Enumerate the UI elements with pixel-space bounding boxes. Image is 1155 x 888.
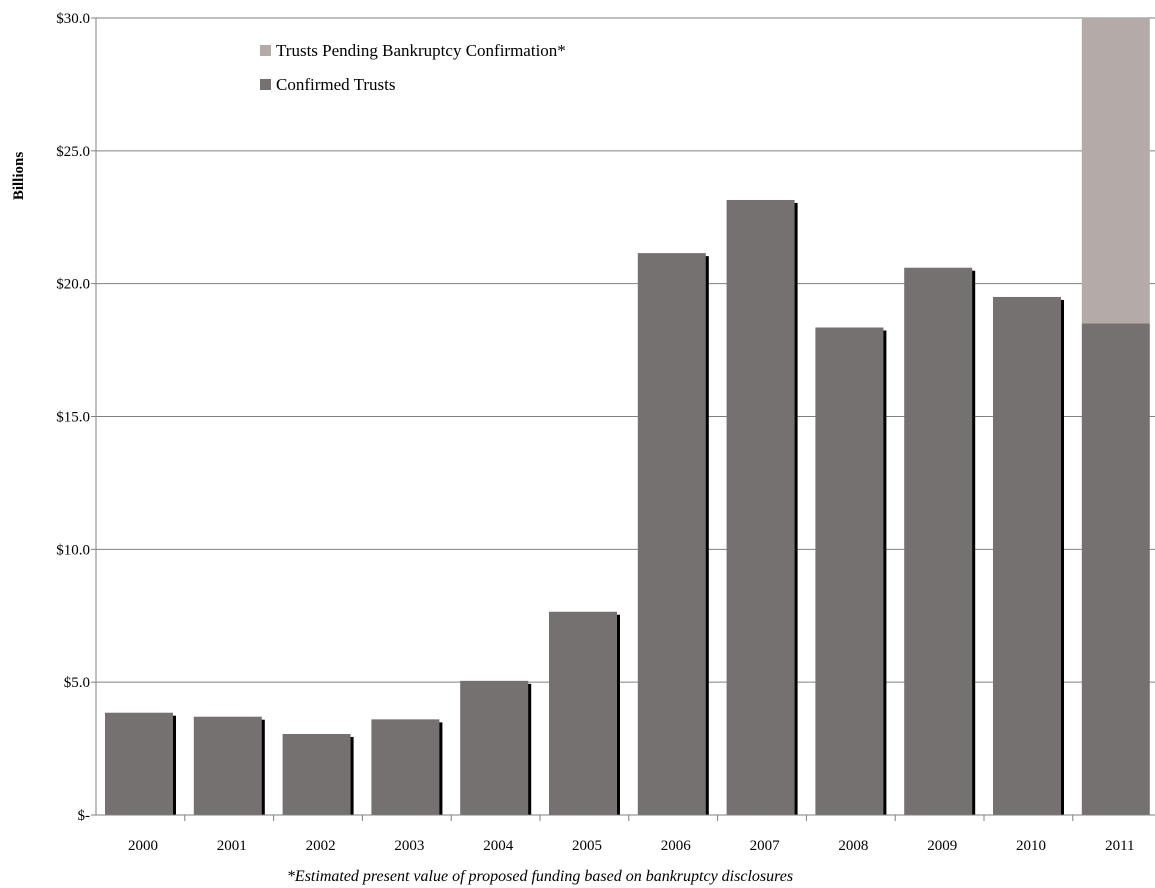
x-tick-label: 2008 bbox=[838, 838, 868, 854]
bar-confirmed-2000 bbox=[105, 712, 173, 815]
bar-confirmed-2009 bbox=[904, 267, 973, 815]
y-tick-label: $- bbox=[78, 808, 91, 824]
bar-confirmed-2010 bbox=[993, 296, 1061, 815]
legend-label: Confirmed Trusts bbox=[276, 75, 396, 94]
bar-confirmed-2003 bbox=[371, 719, 440, 815]
legend: Trusts Pending Bankruptcy Confirmation* C… bbox=[260, 41, 566, 94]
x-tick-label: 2009 bbox=[927, 838, 957, 854]
x-tick-label: 2010 bbox=[1016, 838, 1046, 854]
legend-label: Trusts Pending Bankruptcy Confirmation* bbox=[276, 41, 566, 60]
legend-swatch bbox=[260, 79, 271, 90]
x-tick-label: 2000 bbox=[128, 838, 158, 854]
bar-confirmed-2005 bbox=[549, 611, 617, 815]
x-tick-label: 2002 bbox=[306, 838, 336, 854]
x-tick-label: 2011 bbox=[1105, 838, 1134, 854]
footnote: *Estimated present value of proposed fun… bbox=[287, 868, 793, 885]
bar-confirmed-2004 bbox=[460, 680, 529, 815]
x-tick-label: 2003 bbox=[394, 838, 424, 854]
y-tick-label: $30.0 bbox=[56, 11, 90, 27]
bar-confirmed-2011 bbox=[1081, 323, 1150, 815]
x-tick-label: 2004 bbox=[483, 838, 514, 854]
bar-confirmed-2008 bbox=[815, 327, 884, 815]
y-tick-label: $15.0 bbox=[56, 410, 90, 426]
y-tick-label: $20.0 bbox=[56, 277, 90, 293]
bar-confirmed-2007 bbox=[726, 199, 795, 815]
bar-confirmed-2002 bbox=[282, 733, 351, 815]
x-tick-label: 2007 bbox=[750, 838, 781, 854]
x-tick-label: 2005 bbox=[572, 838, 602, 854]
bars bbox=[105, 18, 1150, 816]
bar-pending-2011 bbox=[1081, 18, 1150, 324]
axes: $- $5.0 $10.0 $15.0 $20.0 $25.0 $30.0 2000 2001 2… bbox=[56, 11, 1155, 854]
y-tick-label: $5.0 bbox=[64, 675, 90, 691]
gridlines bbox=[96, 17, 1155, 683]
y-axis-label: Billions bbox=[11, 152, 27, 201]
bar-confirmed-2006 bbox=[637, 253, 706, 816]
y-tick-label: $25.0 bbox=[56, 144, 90, 160]
bar-confirmed-2001 bbox=[193, 716, 262, 815]
x-tick-label: 2006 bbox=[661, 838, 692, 854]
x-tick-label: 2001 bbox=[217, 838, 247, 854]
y-tick-label: $10.0 bbox=[56, 542, 90, 558]
legend-swatch bbox=[260, 45, 271, 56]
